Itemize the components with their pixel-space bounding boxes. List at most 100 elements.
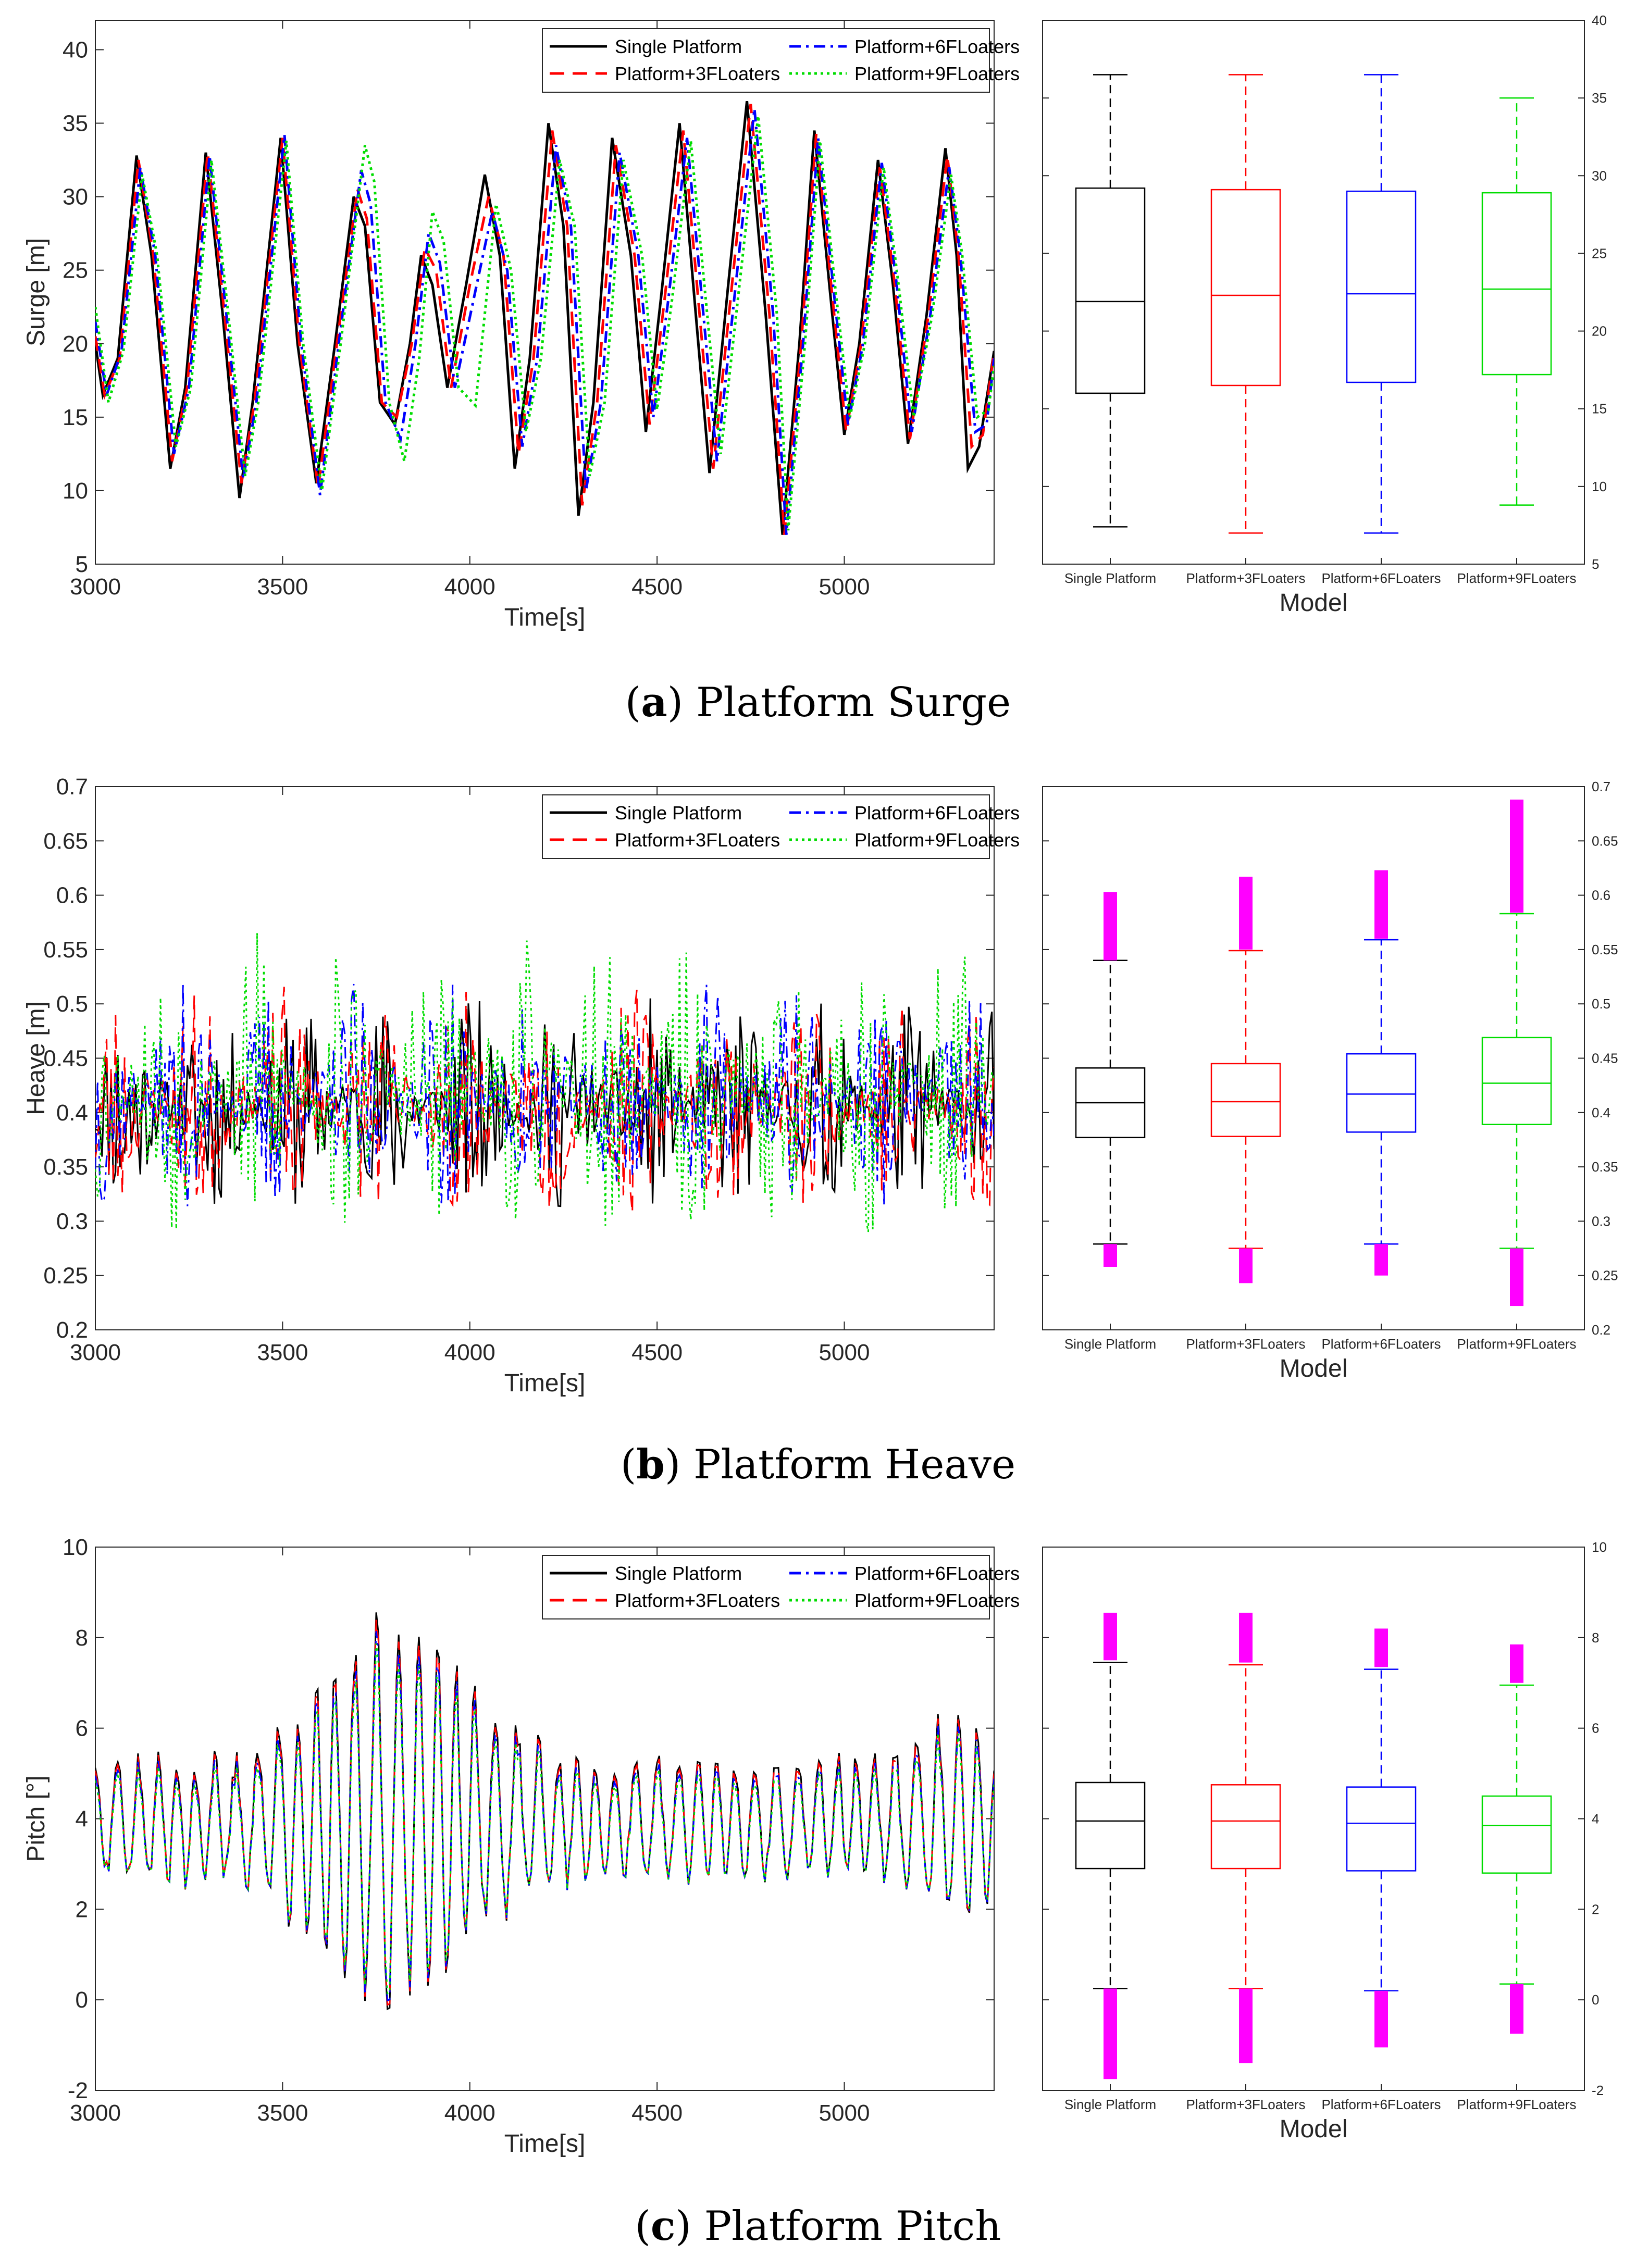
panel-a: 3000 3500 4000 4500 5000 5 10 15 20 25 30 35 40 Time[…	[22, 13, 1607, 726]
y-tick-label: 0.55	[43, 937, 88, 963]
box-outliers-low	[1239, 1248, 1253, 1283]
legend-label: Platform+6FLoaters	[854, 36, 1020, 57]
box-y-tick-label: 0	[1592, 1992, 1599, 2008]
caption-letter: a	[641, 679, 667, 726]
box-y-tick-label: 0.45	[1592, 1051, 1618, 1066]
y-tick-label: 4	[76, 1806, 88, 1832]
box-x-tick-label: Single Platform	[1064, 570, 1156, 586]
box-y-tick-label: 0.55	[1592, 942, 1618, 957]
caption-text: ) Platform Heave	[665, 1441, 1015, 1488]
panel-b: 3000 3500 4000 4500 5000 0.2 0.25 0.3 0.35 0.4 0.4…	[22, 774, 1618, 1488]
box-y-tick-label: 10	[1592, 1539, 1607, 1555]
series-line-platform-9floaters	[95, 932, 994, 1232]
boxplot-axes-box	[1042, 20, 1585, 565]
y-tick-label: 0.6	[56, 883, 88, 908]
y-tick-label: 30	[63, 184, 88, 210]
series-line-platform-6floaters	[95, 983, 994, 1206]
box-group: Platform+9FLoaters	[1457, 800, 1577, 1352]
legend-box	[542, 1555, 990, 1619]
box-x-tick-label: Platform+3FLoaters	[1186, 2097, 1305, 2112]
box-y-tick-label: 0.7	[1592, 779, 1610, 794]
caption-letter: c	[651, 2202, 676, 2250]
box-x-tick-label: Platform+9FLoaters	[1457, 2097, 1576, 2112]
box-y-tick-label: 0.5	[1592, 996, 1610, 1012]
series-line-platform-3floaters	[95, 987, 994, 1213]
y-tick-label: 0	[76, 1987, 88, 2013]
y-tick-label: 0.4	[56, 1100, 88, 1126]
box-group: Platform+9FLoaters	[1457, 1644, 1577, 2112]
box-x-tick-label: Platform+9FLoaters	[1457, 570, 1576, 586]
x-axis-label: Time[s]	[504, 1369, 586, 1397]
series-line-platform-3floaters	[95, 104, 994, 535]
panel-c: 3000 3500 4000 4500 5000 -2 0 2 4 6 8 10 Time[s] Pitc…	[22, 1535, 1607, 2250]
box-y-tick-label: 35	[1592, 90, 1607, 106]
box-x-tick-label: Platform+3FLoaters	[1186, 570, 1305, 586]
box-group: Single Platform	[1064, 892, 1156, 1352]
box-group: Single Platform	[1064, 1613, 1156, 2112]
legend-label: Platform+3FLoaters	[615, 1590, 780, 1611]
legend-label: Platform+3FLoaters	[615, 63, 780, 84]
box-outliers-low	[1510, 1248, 1523, 1306]
x-tick-label: 3500	[257, 1340, 308, 1365]
box-group: Platform+3FLoaters	[1186, 74, 1306, 586]
y-tick-label: 0.65	[43, 828, 88, 854]
box-group: Platform+6FLoaters	[1321, 870, 1441, 1352]
box-y-tick-label: 0.2	[1592, 1322, 1610, 1338]
box-iqr	[1481, 192, 1552, 376]
box-x-axis-label: Model	[1280, 2115, 1348, 2143]
box-iqr	[1346, 1053, 1417, 1133]
box-x-tick-label: Platform+6FLoaters	[1321, 1336, 1441, 1352]
caption-open: (	[635, 2203, 650, 2250]
y-tick-label: 15	[63, 405, 88, 430]
y-axis-label: Pitch [°]	[22, 1776, 50, 1862]
y-tick-label: 0.35	[43, 1154, 88, 1180]
box-outliers-high	[1239, 1613, 1253, 1663]
box-x-tick-label: Single Platform	[1064, 1336, 1156, 1352]
legend-label: Platform+6FLoaters	[854, 1563, 1020, 1584]
x-tick-label: 3500	[257, 574, 308, 600]
caption-text: ) Platform Surge	[667, 679, 1011, 726]
box-y-tick-label: 30	[1592, 168, 1607, 183]
box-outliers-high	[1510, 800, 1523, 913]
box-x-tick-label: Platform+6FLoaters	[1321, 570, 1441, 586]
box-iqr	[1346, 190, 1417, 383]
box-y-tick-label: -2	[1592, 2083, 1604, 2098]
x-tick-label: 4500	[631, 1340, 683, 1365]
legend-label: Platform+9FLoaters	[854, 1590, 1020, 1611]
x-tick-label: 3500	[257, 2100, 308, 2126]
y-tick-label: 0.25	[43, 1263, 88, 1289]
box-y-tick-label: 0.4	[1592, 1105, 1610, 1120]
box-y-tick-label: 6	[1592, 1721, 1599, 1736]
box-y-tick-label: 20	[1592, 323, 1607, 339]
box-outliers-low	[1104, 1244, 1117, 1267]
box-iqr	[1481, 1037, 1552, 1125]
y-tick-label: 10	[63, 478, 88, 504]
box-x-tick-label: Single Platform	[1064, 2097, 1156, 2112]
y-tick-label: 8	[76, 1625, 88, 1651]
y-tick-label: 6	[76, 1716, 88, 1741]
legend-label: Platform+6FLoaters	[854, 802, 1020, 824]
box-iqr	[1210, 1784, 1281, 1870]
y-tick-label: 10	[63, 1535, 88, 1560]
box-iqr	[1210, 189, 1281, 387]
y-tick-label: 40	[63, 37, 88, 63]
caption-text: ) Platform Pitch	[675, 2203, 1001, 2250]
x-tick-label: 3000	[70, 574, 121, 600]
x-tick-label: 5000	[819, 574, 870, 600]
box-x-tick-label: Platform+3FLoaters	[1186, 1336, 1305, 1352]
x-tick-label: 5000	[819, 1340, 870, 1365]
box-x-axis-label: Model	[1280, 589, 1348, 617]
y-tick-label: 0.45	[43, 1046, 88, 1071]
box-outliers-high	[1104, 892, 1117, 961]
box-outliers-low	[1374, 1990, 1388, 2048]
legend-label: Platform+9FLoaters	[854, 829, 1020, 851]
box-group: Platform+3FLoaters	[1186, 1613, 1306, 2112]
y-tick-label: 25	[63, 258, 88, 283]
box-outliers-low	[1510, 1984, 1523, 2034]
y-tick-label: 35	[63, 111, 88, 136]
box-iqr	[1346, 1786, 1417, 1872]
box-group: Platform+6FLoaters	[1321, 74, 1441, 586]
box-iqr	[1210, 1063, 1281, 1137]
box-outliers-high	[1374, 870, 1388, 939]
